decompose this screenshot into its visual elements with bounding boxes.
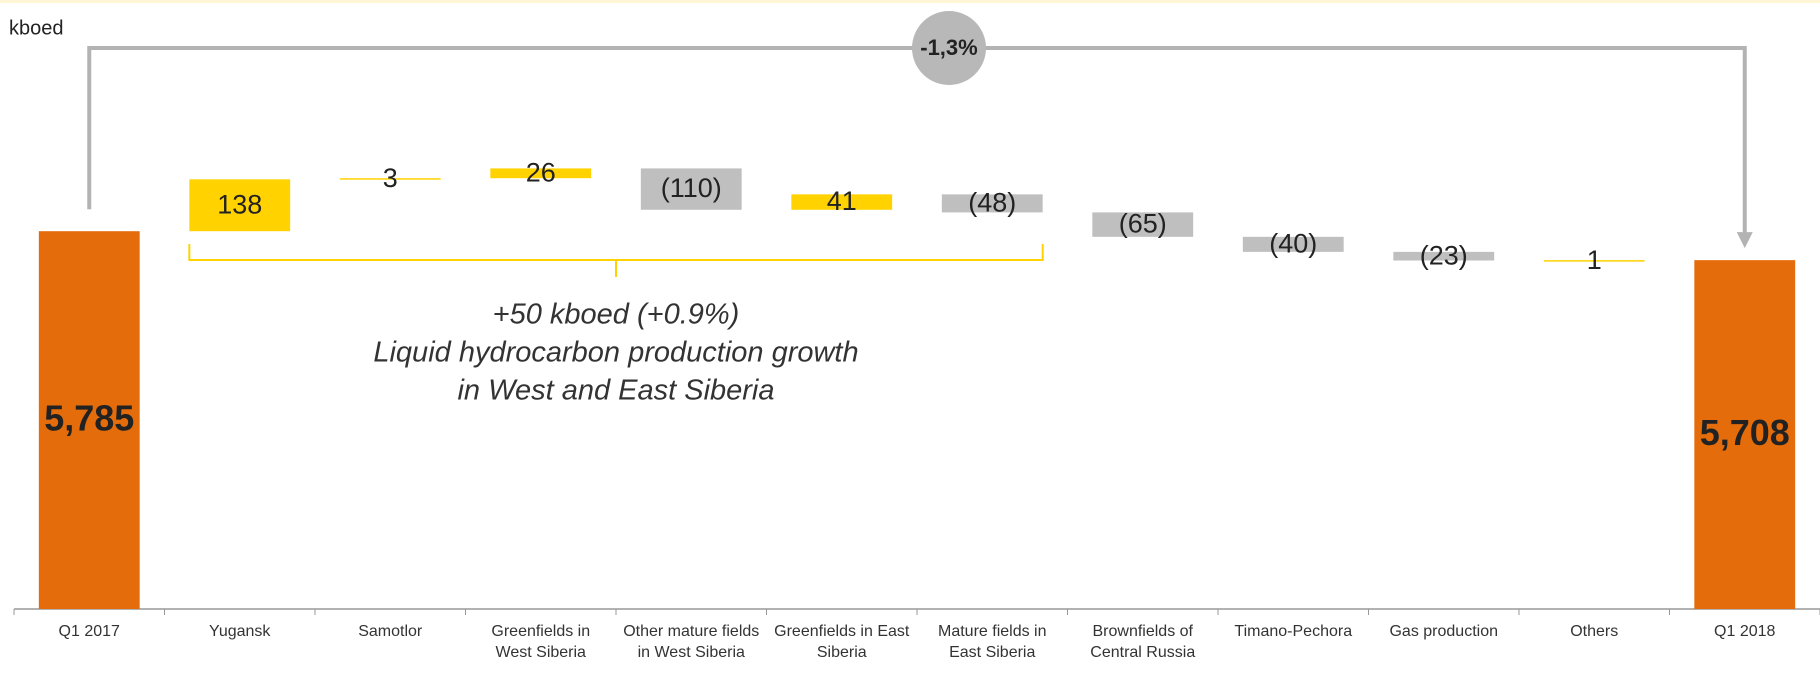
value-label: 3 <box>383 163 398 193</box>
x-tick-label: Brownfields of Central Russia <box>1090 623 1195 661</box>
value-label: (40) <box>1269 228 1317 258</box>
bar <box>941 194 1043 213</box>
value-label: (48) <box>968 188 1016 218</box>
x-tick-label: Q1 2018 <box>1714 623 1775 640</box>
x-tick-label: Other mature fields in West Siberia <box>623 623 759 661</box>
x-tick-label: Timano-Pechora <box>1234 623 1352 640</box>
x-tick-label: Samotlor <box>358 623 423 640</box>
change-badge <box>912 11 986 85</box>
annotation: +50 kboed (+0.9%) <box>493 299 740 331</box>
annotation: in West and East Siberia <box>457 375 774 407</box>
bar <box>791 194 893 210</box>
value-label: 138 <box>217 189 262 219</box>
bar <box>189 179 291 232</box>
x-tick-label: Gas production <box>1389 623 1498 640</box>
unit-label: kboed <box>9 17 64 39</box>
value-label: (65) <box>1119 209 1167 239</box>
value-label: 5,785 <box>44 398 134 439</box>
value-label: (110) <box>661 173 722 203</box>
bar <box>38 231 140 609</box>
bar <box>1694 260 1796 609</box>
x-tick-label: Greenfields in West Siberia <box>491 623 590 661</box>
x-tick-label: Yugansk <box>209 623 271 640</box>
x-tick-label: Q1 2017 <box>59 623 120 640</box>
bar <box>1393 251 1495 261</box>
x-tick-label: Others <box>1570 623 1618 640</box>
value-label: 5,708 <box>1700 412 1790 453</box>
bar <box>490 168 592 179</box>
change-label: -1,3% <box>920 35 977 60</box>
bar <box>339 178 441 180</box>
bar <box>1092 212 1194 237</box>
bar <box>640 168 742 210</box>
change-connector <box>87 46 1747 235</box>
top-strip <box>0 0 1820 3</box>
arrow-head <box>1736 232 1753 249</box>
value-label: 26 <box>526 157 556 187</box>
bar <box>1242 236 1344 252</box>
x-tick-label: Mature fields in East Siberia <box>938 623 1047 661</box>
group-brace <box>188 244 1044 277</box>
value-label: 1 <box>1587 245 1602 275</box>
value-label: (23) <box>1420 240 1468 270</box>
x-tick-label: Greenfields in East Siberia <box>774 623 910 661</box>
value-label: 41 <box>827 186 857 216</box>
bar <box>1543 260 1645 262</box>
annotation: Liquid hydrocarbon production growth <box>373 337 858 369</box>
